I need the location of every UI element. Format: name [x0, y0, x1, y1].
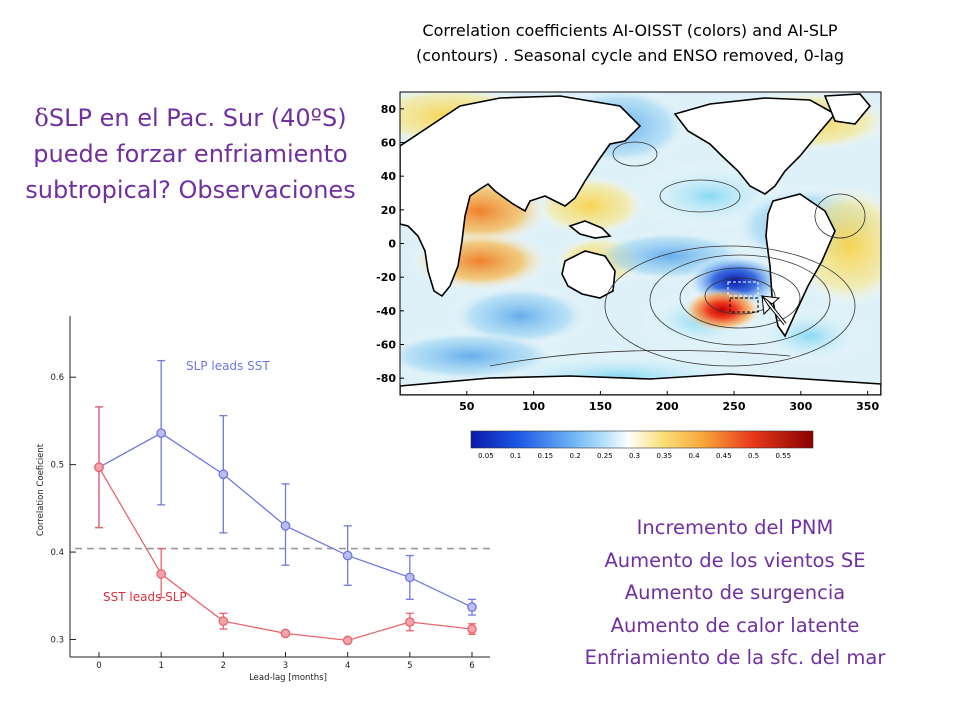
- line-x-axis-label: Lead-lag [months]: [249, 673, 327, 683]
- data-point: [156, 569, 167, 579]
- slide-title-line-3: subtropical? Observaciones: [25, 176, 356, 204]
- map-x-tick-label: 350: [856, 400, 879, 413]
- indonesia: [568, 220, 612, 239]
- map-caption-line-2: (contours) . Seasonal cycle and ENSO rem…: [416, 46, 844, 65]
- eurasia-africa: [400, 95, 642, 298]
- effects-item: Aumento de calor latente: [610, 613, 860, 637]
- effects-item: Aumento de los vientos SE: [604, 548, 866, 572]
- line-y-tick-label: 0.6: [50, 373, 64, 383]
- colorbar-tick-label: 0.25: [597, 452, 613, 460]
- line-x-tick-label: 6: [469, 661, 474, 671]
- data-point: [156, 428, 167, 439]
- data-point: [467, 624, 477, 634]
- map-y-tick-label: 80: [381, 103, 397, 116]
- colorbar-tick-label: 0.4: [688, 452, 700, 460]
- map-x-tick-label: 250: [723, 400, 746, 413]
- map-caption: Correlation coefficients AI-OISST (color…: [360, 18, 900, 68]
- region-box: [727, 281, 759, 313]
- south-america: [765, 193, 836, 338]
- map-y-tick-label: 60: [381, 137, 397, 150]
- line-y-tick-label: 0.3: [50, 636, 64, 646]
- north-america: [673, 97, 837, 195]
- data-point: [280, 628, 291, 639]
- effects-list: Incremento del PNM Aumento de los viento…: [530, 512, 940, 675]
- colorbar-tick-label: 0.05: [478, 452, 494, 460]
- line-x-tick-label: 1: [158, 661, 163, 671]
- map-x-ticks: 50 100 150 200 250 300 350: [459, 391, 879, 413]
- data-point: [218, 616, 229, 627]
- colorbar-tick-label: 0.3: [629, 452, 640, 460]
- effects-item: Incremento del PNM: [636, 516, 834, 539]
- colorbar-ticks: 0.05 0.1 0.15 0.2 0.25 0.3 0.35 0.4 0.45 0.5 0.55: [478, 452, 791, 460]
- map-y-tick-label: 20: [381, 204, 397, 217]
- map-caption-line-1: Correlation coefficients AI-OISST (color…: [422, 21, 838, 40]
- data-point: [342, 635, 353, 646]
- slide-title-line-2: puede forzar enfriamiento: [33, 140, 348, 168]
- line-y-tick-label: 0.5: [50, 461, 64, 471]
- slide-title-line-1: δSLP en el Pac. Sur (40ºS): [34, 104, 347, 132]
- lead-lag-chart: 0.3 0.4 0.5 0.6 0 1 2 3 4 5 6 SLP leads SST SST l…: [36, 316, 495, 683]
- series-label-slp-leads-sst: SLP leads SST: [186, 359, 270, 373]
- slp-contours: [489, 141, 866, 367]
- map-y-tick-label: 40: [381, 170, 397, 183]
- line-x-tick-label: 0: [96, 661, 101, 671]
- colorbar-tick-label: 0.2: [570, 452, 581, 460]
- map-y-tick-label: -20: [376, 271, 396, 284]
- map-y-tick-label: -60: [376, 339, 396, 352]
- line-x-ticks: 0 1 2 3 4 5 6: [96, 652, 475, 671]
- line-series: [94, 359, 477, 646]
- map-x-tick-label: 200: [656, 400, 679, 413]
- line-y-ticks: 0.3 0.4 0.5 0.6: [50, 373, 76, 646]
- arrow-icon: [760, 295, 787, 326]
- colorbar: 0.05 0.1 0.15 0.2 0.25 0.3 0.35 0.4 0.45 0.5 0.55: [470, 430, 814, 460]
- map-x-tick-label: 50: [459, 400, 475, 413]
- line-x-tick-label: 2: [221, 661, 226, 671]
- colorbar-tick-label: 0.55: [775, 452, 791, 460]
- line-x-tick-label: 4: [345, 661, 350, 671]
- series-slp-leads-sst: [94, 359, 477, 616]
- colorbar-tick-label: 0.35: [657, 452, 673, 460]
- data-point: [404, 572, 415, 583]
- map-y-ticks: 80 60 40 20 0 -20 -40 -60 -80: [376, 103, 404, 385]
- colorbar-tick-label: 0.5: [748, 452, 759, 460]
- data-point: [467, 602, 477, 613]
- line-chart-axes: [69, 316, 490, 658]
- colorbar-tick-label: 0.1: [510, 452, 521, 460]
- map-x-tick-label: 300: [789, 400, 812, 413]
- effects-item: Enfriamiento de la sfc. del mar: [584, 646, 886, 669]
- map-x-tick-label: 100: [522, 400, 545, 413]
- colorbar-tick-label: 0.15: [538, 452, 554, 460]
- land-masses: [400, 93, 881, 395]
- australia: [561, 250, 616, 299]
- effects-item: Aumento de surgencia: [624, 581, 846, 604]
- map-y-tick-label: -40: [376, 305, 396, 318]
- greenland: [823, 93, 872, 125]
- data-point: [404, 617, 415, 627]
- map-x-tick-label: 150: [589, 400, 612, 413]
- colorbar-gradient: [470, 430, 814, 449]
- line-y-tick-label: 0.4: [50, 548, 64, 558]
- line-x-tick-label: 5: [407, 661, 412, 671]
- antarctica: [400, 373, 881, 395]
- series-sst-leads-slp: [94, 406, 477, 646]
- delta-symbol: δ: [34, 104, 49, 132]
- data-point: [218, 469, 229, 480]
- line-y-axis-label: Correlation Coeficient: [36, 443, 46, 536]
- series-label-sst-leads-slp: SST leads SLP: [103, 590, 187, 604]
- data-point: [94, 462, 104, 473]
- map-y-tick-label: 0: [388, 238, 396, 251]
- line-x-tick-label: 3: [283, 661, 288, 671]
- data-point: [280, 520, 291, 531]
- map-y-tick-label: -80: [376, 372, 396, 385]
- slide-title: δSLP en el Pac. Sur (40ºS) puede forzar …: [8, 100, 373, 208]
- data-point: [342, 550, 353, 561]
- colorbar-tick-label: 0.45: [716, 452, 732, 460]
